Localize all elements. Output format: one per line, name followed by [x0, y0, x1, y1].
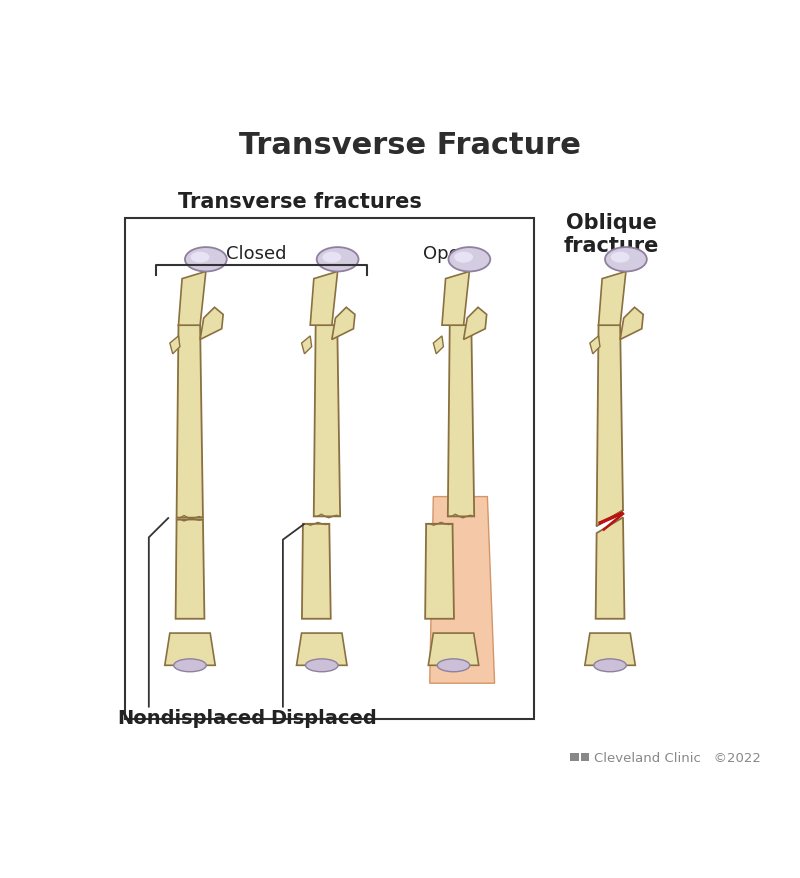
Polygon shape	[170, 336, 180, 355]
Polygon shape	[620, 308, 643, 340]
Ellipse shape	[605, 248, 647, 272]
Ellipse shape	[317, 248, 358, 272]
Polygon shape	[434, 336, 443, 355]
Text: Nondisplaced: Nondisplaced	[118, 708, 266, 727]
Ellipse shape	[306, 659, 338, 672]
Polygon shape	[177, 326, 203, 518]
Ellipse shape	[322, 252, 342, 263]
Text: Displaced: Displaced	[270, 708, 377, 727]
Ellipse shape	[185, 248, 226, 272]
Polygon shape	[302, 336, 312, 355]
Polygon shape	[442, 272, 470, 326]
Text: Oblique
fracture: Oblique fracture	[564, 213, 659, 256]
Ellipse shape	[174, 659, 206, 672]
FancyBboxPatch shape	[570, 753, 579, 761]
Polygon shape	[175, 520, 205, 619]
Polygon shape	[598, 272, 626, 326]
Polygon shape	[332, 308, 355, 340]
Text: Transverse Fracture: Transverse Fracture	[239, 131, 581, 160]
Polygon shape	[314, 326, 340, 517]
Polygon shape	[448, 326, 474, 517]
Polygon shape	[590, 336, 600, 355]
Polygon shape	[430, 497, 494, 683]
Polygon shape	[178, 272, 206, 326]
Text: Closed: Closed	[226, 245, 287, 263]
Polygon shape	[425, 524, 454, 619]
Polygon shape	[597, 326, 623, 526]
FancyBboxPatch shape	[581, 753, 589, 761]
Polygon shape	[200, 308, 223, 340]
Polygon shape	[302, 524, 330, 619]
FancyBboxPatch shape	[125, 220, 534, 719]
Polygon shape	[310, 272, 338, 326]
Polygon shape	[596, 518, 625, 619]
Ellipse shape	[610, 252, 630, 263]
Ellipse shape	[438, 659, 470, 672]
Ellipse shape	[190, 252, 210, 263]
Ellipse shape	[594, 659, 626, 672]
Ellipse shape	[449, 248, 490, 272]
Text: Open: Open	[423, 245, 471, 263]
Ellipse shape	[454, 252, 473, 263]
Polygon shape	[463, 308, 486, 340]
Polygon shape	[165, 633, 215, 666]
Polygon shape	[585, 633, 635, 666]
Text: Cleveland Clinic   ©2022: Cleveland Clinic ©2022	[594, 752, 761, 765]
Text: Transverse fractures: Transverse fractures	[178, 191, 422, 212]
Polygon shape	[428, 633, 478, 666]
Polygon shape	[297, 633, 347, 666]
